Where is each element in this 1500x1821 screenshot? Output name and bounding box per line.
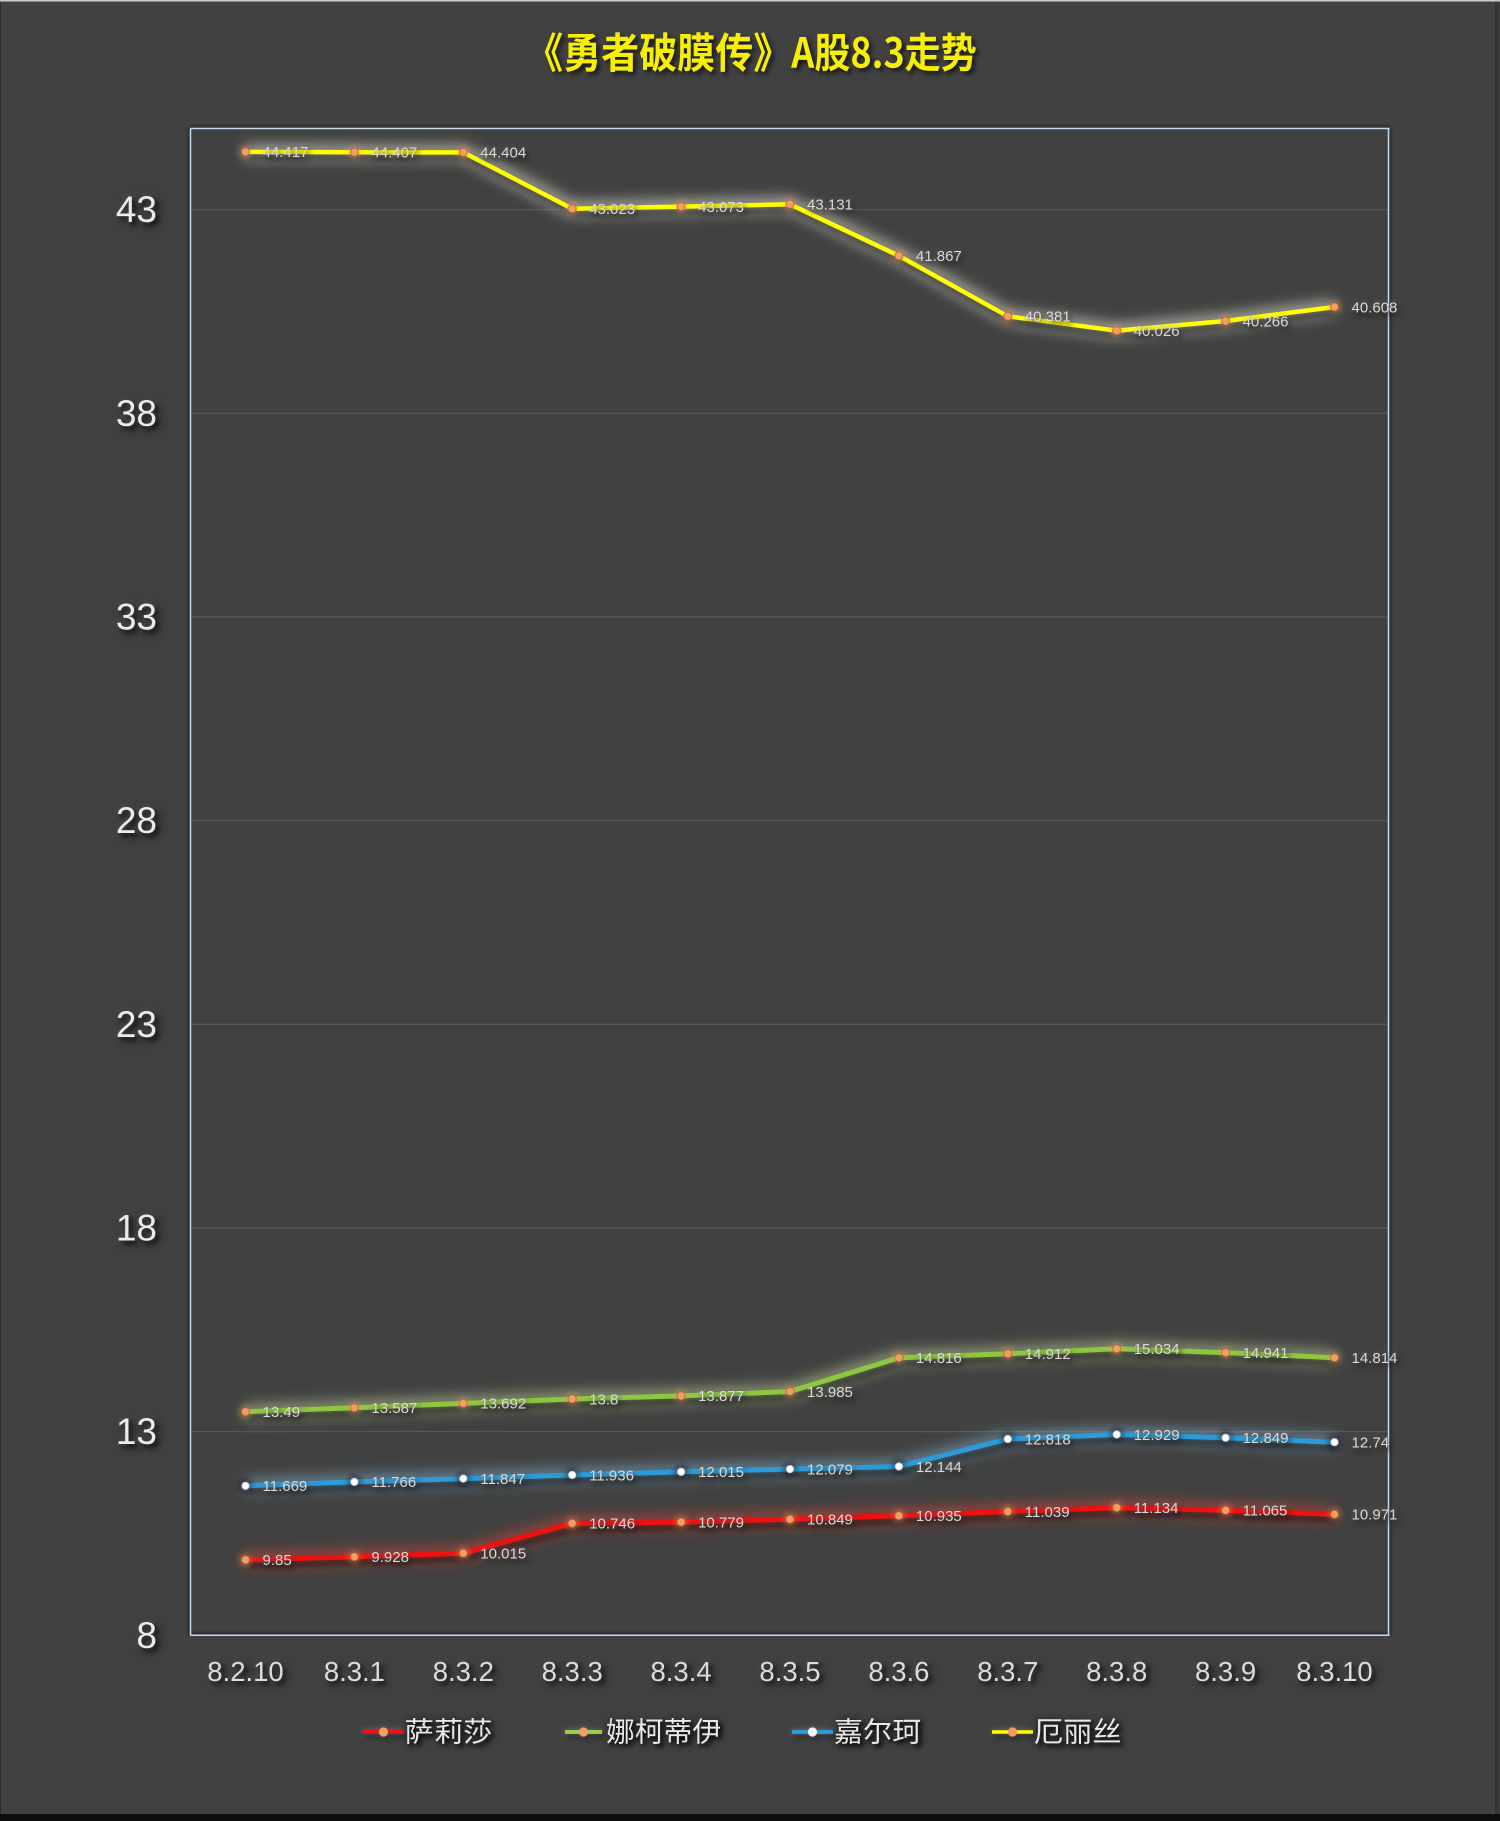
svg-text:12.015: 12.015 — [698, 1464, 744, 1481]
svg-text:11.039: 11.039 — [1025, 1504, 1070, 1521]
svg-text:44.417: 44.417 — [263, 144, 309, 161]
svg-text:8.3.7: 8.3.7 — [977, 1656, 1038, 1687]
svg-text:13.49: 13.49 — [263, 1404, 301, 1421]
svg-text:13.985: 13.985 — [807, 1384, 853, 1401]
svg-text:11.847: 11.847 — [480, 1471, 525, 1488]
svg-text:12.144: 12.144 — [916, 1459, 962, 1476]
svg-text:13: 13 — [116, 1411, 157, 1452]
svg-text:13.692: 13.692 — [480, 1396, 526, 1413]
svg-text:40.608: 40.608 — [1352, 299, 1398, 316]
svg-text:12.849: 12.849 — [1243, 1430, 1289, 1447]
svg-text:8.3.1: 8.3.1 — [324, 1656, 385, 1687]
svg-text:14.814: 14.814 — [1352, 1350, 1398, 1367]
svg-text:40.026: 40.026 — [1134, 323, 1180, 340]
svg-text:12.079: 12.079 — [807, 1461, 853, 1478]
svg-text:15.034: 15.034 — [1134, 1341, 1180, 1358]
svg-text:14.941: 14.941 — [1243, 1345, 1289, 1362]
svg-text:40.266: 40.266 — [1243, 313, 1289, 330]
svg-text:10.849: 10.849 — [807, 1512, 853, 1529]
svg-text:23: 23 — [116, 1004, 157, 1045]
svg-text:8.3.5: 8.3.5 — [759, 1656, 820, 1687]
svg-text:40.381: 40.381 — [1025, 309, 1071, 326]
svg-text:10.015: 10.015 — [480, 1546, 526, 1563]
svg-text:13.587: 13.587 — [371, 1400, 417, 1417]
svg-text:44.404: 44.404 — [480, 145, 526, 162]
svg-text:41.867: 41.867 — [916, 248, 962, 265]
svg-text:10.746: 10.746 — [589, 1516, 635, 1533]
svg-text:11.669: 11.669 — [263, 1478, 308, 1495]
svg-text:11.766: 11.766 — [371, 1474, 416, 1491]
svg-text:43.023: 43.023 — [589, 201, 635, 218]
svg-text:8.3.9: 8.3.9 — [1195, 1656, 1256, 1687]
svg-text:10.779: 10.779 — [698, 1514, 744, 1531]
svg-text:8.3.4: 8.3.4 — [651, 1656, 712, 1687]
svg-text:43.073: 43.073 — [698, 199, 744, 216]
svg-text:10.971: 10.971 — [1352, 1507, 1398, 1524]
svg-text:12.818: 12.818 — [1025, 1431, 1071, 1448]
svg-text:8.3.3: 8.3.3 — [542, 1656, 603, 1687]
svg-text:8: 8 — [136, 1615, 157, 1656]
svg-text:44.407: 44.407 — [371, 145, 417, 162]
svg-text:8.3.6: 8.3.6 — [868, 1656, 929, 1687]
svg-text:12.74: 12.74 — [1352, 1435, 1390, 1452]
svg-text:14.816: 14.816 — [916, 1350, 962, 1367]
svg-text:8.3.10: 8.3.10 — [1296, 1656, 1372, 1687]
svg-text:43: 43 — [116, 189, 157, 230]
svg-text:8.3.8: 8.3.8 — [1086, 1656, 1147, 1687]
svg-text:12.929: 12.929 — [1134, 1427, 1180, 1444]
svg-text:28: 28 — [116, 800, 157, 841]
svg-text:11.134: 11.134 — [1134, 1500, 1179, 1517]
svg-text:13.877: 13.877 — [698, 1388, 744, 1405]
svg-text:10.935: 10.935 — [916, 1508, 962, 1525]
svg-text:33: 33 — [116, 597, 157, 638]
svg-text:14.912: 14.912 — [1025, 1346, 1071, 1363]
svg-text:9.85: 9.85 — [263, 1552, 292, 1569]
svg-text:8.2.10: 8.2.10 — [207, 1656, 283, 1687]
svg-text:9.928: 9.928 — [371, 1549, 409, 1566]
svg-text:11.936: 11.936 — [589, 1467, 634, 1484]
svg-text:38: 38 — [116, 393, 157, 434]
svg-text:18: 18 — [116, 1208, 157, 1249]
svg-text:43.131: 43.131 — [807, 197, 853, 214]
svg-text:11.065: 11.065 — [1243, 1503, 1288, 1520]
svg-text:13.8: 13.8 — [589, 1391, 618, 1408]
svg-text:8.3.2: 8.3.2 — [433, 1656, 494, 1687]
